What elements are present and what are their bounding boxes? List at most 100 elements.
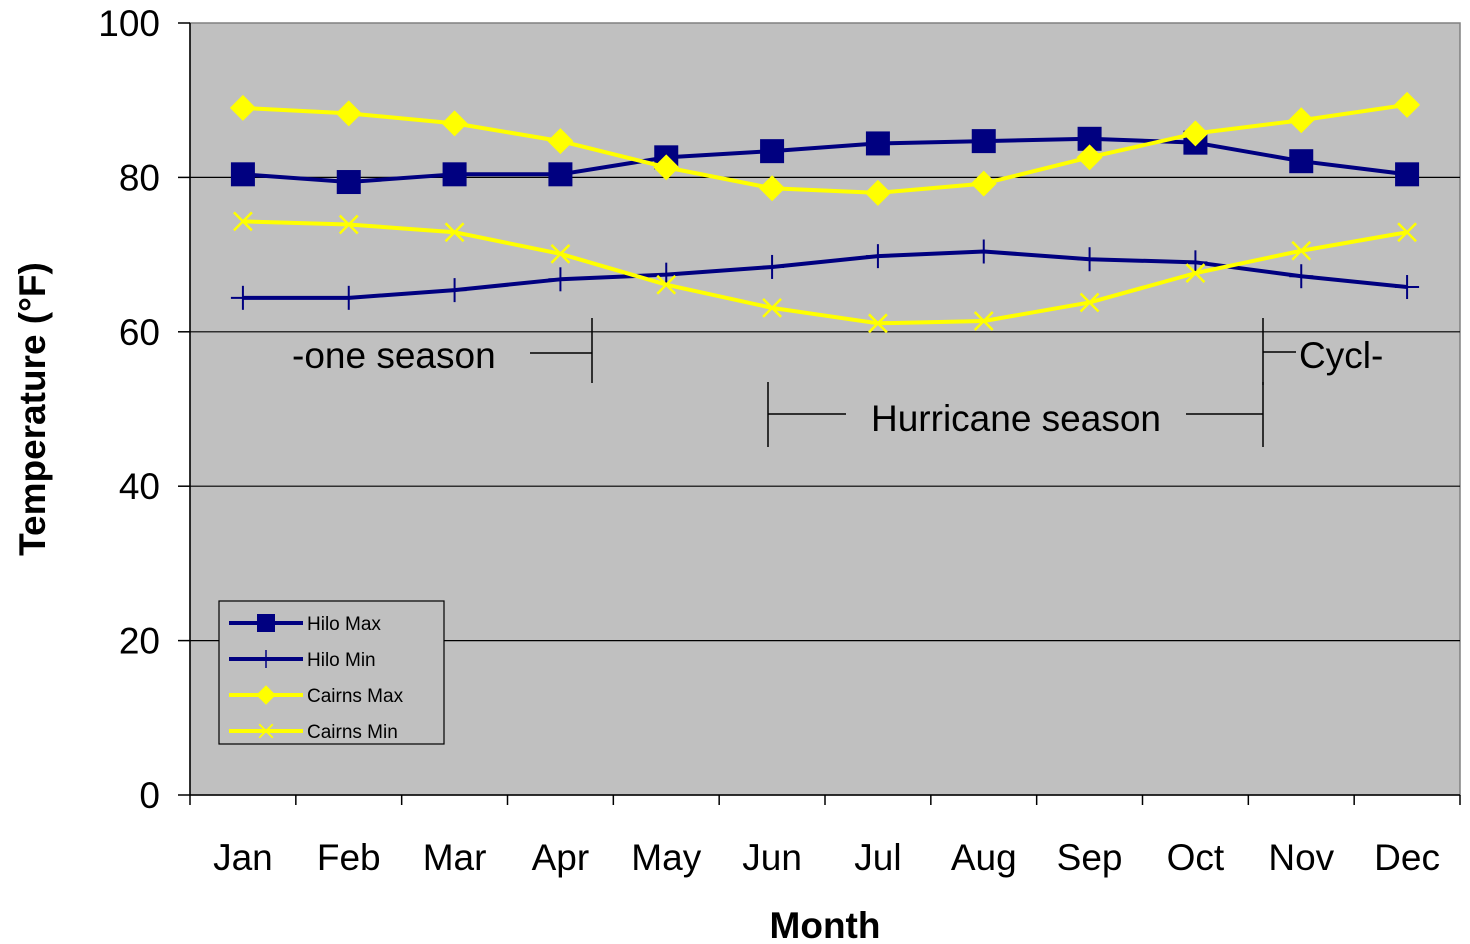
legend: Hilo Max Hilo Min Cairns Max Cairns Min bbox=[218, 600, 445, 745]
point-hilo-min-jan bbox=[230, 285, 255, 310]
series-lines bbox=[229, 91, 1421, 334]
series-hilo-min bbox=[230, 239, 1420, 310]
x-tick-label-feb: Feb bbox=[317, 837, 381, 878]
point-hilo-max-feb bbox=[336, 170, 361, 195]
point-hilo-max-mar bbox=[442, 162, 467, 187]
x-tick-label-dec: Dec bbox=[1374, 837, 1440, 878]
point-cairns-max-apr bbox=[547, 128, 574, 155]
legend-marker bbox=[257, 650, 275, 668]
legend-label: Cairns Min bbox=[307, 722, 398, 743]
series-line-hilo-max bbox=[242, 136, 1408, 185]
y-tick-label-0: 0 bbox=[139, 775, 160, 816]
legend-marker-shape bbox=[258, 723, 274, 739]
marker-stroke bbox=[1185, 263, 1206, 284]
point-hilo-max-jul bbox=[865, 131, 890, 156]
annotation-label: Hurricane season bbox=[871, 398, 1161, 439]
x-tick-label-oct: Oct bbox=[1167, 837, 1225, 878]
annotation-1: Hurricane season bbox=[767, 382, 1264, 447]
x-axis-title: Month bbox=[770, 905, 881, 944]
marker-stroke bbox=[973, 311, 994, 331]
point-cairns-min-jun bbox=[762, 297, 782, 318]
x-tick-label-aug: Aug bbox=[951, 837, 1017, 878]
x-tick-label-jan: Jan bbox=[213, 837, 273, 878]
point-cairns-min-aug bbox=[973, 311, 994, 331]
x-tick-label-may: May bbox=[631, 837, 701, 878]
season-annotations: -one season Hurricane season Cycl- bbox=[292, 318, 1383, 447]
series-line-cairns-min bbox=[242, 219, 1408, 326]
point-cairns-min-jan bbox=[233, 211, 253, 232]
legend-marker-shape bbox=[257, 614, 275, 632]
point-hilo-min-jun bbox=[760, 254, 785, 279]
legend-item-hilo-min: Hilo Min bbox=[229, 650, 376, 671]
point-hilo-max-jun bbox=[760, 139, 785, 164]
point-cairns-min-mar bbox=[444, 222, 465, 243]
legend-marker bbox=[258, 723, 274, 739]
point-cairns-max-sep bbox=[1076, 144, 1103, 171]
x-tick-label-apr: Apr bbox=[532, 837, 590, 878]
legend-item-cairns-min: Cairns Min bbox=[229, 722, 398, 743]
point-cairns-min-jul bbox=[868, 313, 888, 334]
point-cairns-min-feb bbox=[338, 214, 359, 235]
annotation-0: -one season bbox=[292, 318, 593, 383]
point-hilo-min-sep bbox=[1077, 247, 1102, 272]
point-cairns-min-may bbox=[656, 274, 677, 295]
point-cairns-min-oct bbox=[1185, 263, 1206, 284]
annotation-2: Cycl- bbox=[1262, 318, 1383, 385]
y-tick-label-60: 60 bbox=[119, 312, 160, 353]
legend-marker bbox=[256, 685, 276, 705]
point-hilo-max-aug bbox=[971, 129, 996, 154]
marker-stroke bbox=[868, 313, 888, 334]
annotation-label: Cycl- bbox=[1299, 335, 1383, 376]
marker-stroke bbox=[258, 723, 274, 739]
series-cairns-max bbox=[229, 91, 1421, 206]
marker-stroke bbox=[1291, 240, 1312, 261]
point-cairns-max-dec bbox=[1394, 91, 1421, 118]
x-tick-label-nov: Nov bbox=[1268, 837, 1334, 878]
legend-item-cairns-max: Cairns Max bbox=[229, 685, 404, 707]
point-hilo-min-dec bbox=[1395, 275, 1420, 300]
point-hilo-min-aug bbox=[971, 239, 996, 264]
point-cairns-min-nov bbox=[1291, 240, 1312, 261]
marker-stroke bbox=[656, 274, 677, 295]
point-hilo-min-mar bbox=[442, 278, 467, 303]
marker-stroke bbox=[1079, 292, 1100, 313]
point-hilo-max-nov bbox=[1289, 149, 1314, 174]
point-hilo-min-feb bbox=[336, 285, 361, 310]
series-cairns-min bbox=[233, 211, 1417, 334]
point-hilo-min-jul bbox=[865, 244, 890, 269]
x-tick-label-jul: Jul bbox=[854, 837, 901, 878]
y-axis-title: Temperature (°F) bbox=[12, 262, 53, 556]
x-tick-label-mar: Mar bbox=[423, 837, 487, 878]
x-tick-label-sep: Sep bbox=[1057, 837, 1123, 878]
point-cairns-max-jul bbox=[864, 179, 891, 206]
point-cairns-max-mar bbox=[441, 110, 468, 137]
legend-marker bbox=[257, 614, 275, 632]
point-cairns-max-jun bbox=[759, 175, 786, 202]
point-cairns-max-may bbox=[653, 154, 680, 181]
point-hilo-min-apr bbox=[548, 267, 573, 292]
point-hilo-min-oct bbox=[1183, 250, 1208, 275]
x-tick-label-jun: Jun bbox=[742, 837, 802, 878]
point-cairns-min-sep bbox=[1079, 292, 1100, 313]
point-hilo-max-dec bbox=[1395, 162, 1420, 187]
point-cairns-max-aug bbox=[970, 170, 997, 197]
marker-stroke bbox=[338, 214, 359, 235]
series-hilo-max bbox=[230, 126, 1420, 195]
y-tick-label-20: 20 bbox=[119, 621, 160, 662]
point-cairns-max-nov bbox=[1288, 107, 1315, 134]
marker-stroke bbox=[762, 297, 782, 318]
y-tick-label-100: 100 bbox=[98, 3, 160, 44]
marker-stroke bbox=[550, 243, 571, 264]
point-cairns-min-dec bbox=[1397, 222, 1417, 243]
point-cairns-min-apr bbox=[550, 243, 571, 264]
legend-label: Hilo Max bbox=[307, 614, 381, 635]
point-cairns-max-feb bbox=[335, 100, 362, 127]
legend-item-hilo-max: Hilo Max bbox=[229, 614, 381, 635]
y-tick-label-80: 80 bbox=[119, 157, 160, 198]
legend-marker-shape bbox=[256, 685, 276, 705]
marker-stroke bbox=[233, 211, 253, 232]
series-line-cairns-max bbox=[242, 102, 1408, 195]
marker-stroke bbox=[444, 222, 465, 243]
